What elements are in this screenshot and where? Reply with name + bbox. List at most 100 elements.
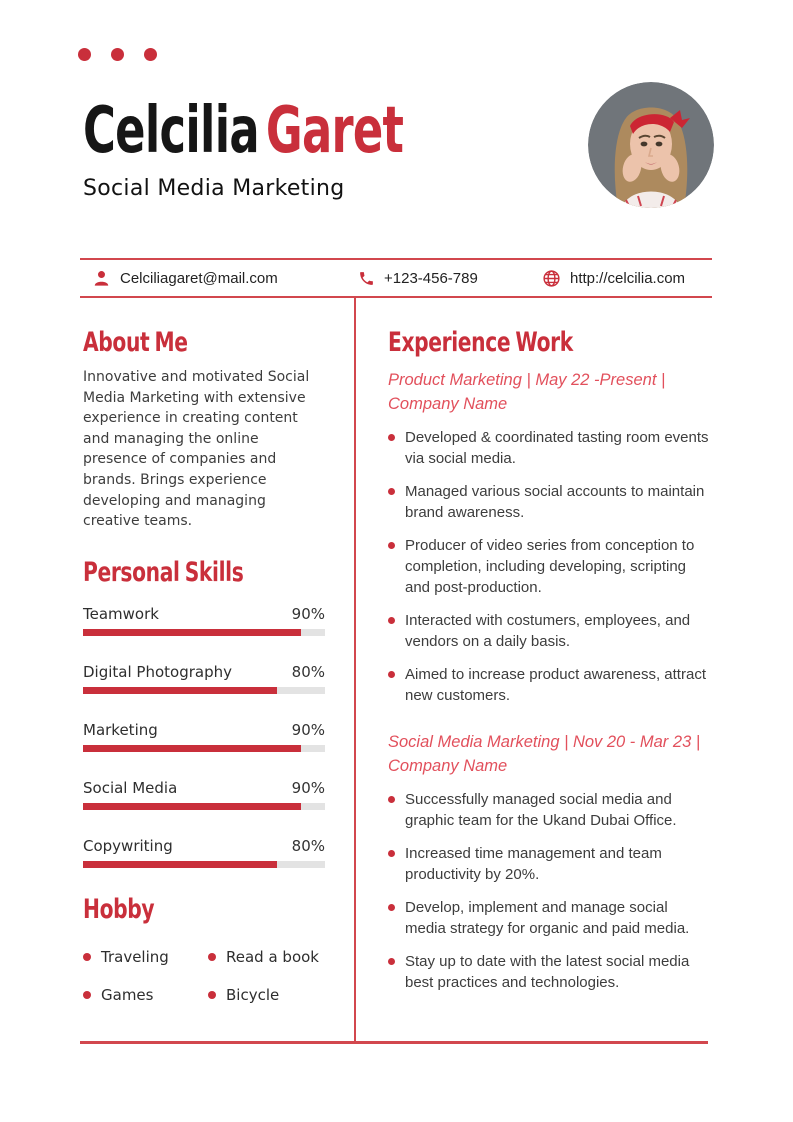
skill-bar-track [83,861,325,868]
job-bullet: Develop, implement and manage social med… [388,897,710,939]
skill-percent: 80% [291,837,325,855]
job-bullet: Developed & coordinated tasting room eve… [388,427,710,469]
skill-row: Teamwork 90% [83,602,325,636]
contact-phone: +123-456-789 [358,260,478,296]
bullet-icon [388,850,395,857]
decorative-dots [78,48,157,61]
job-bullet-text: Develop, implement and manage social med… [405,899,690,937]
hobby-label: Games [101,986,154,1004]
hobby-label: Traveling [101,948,169,966]
phone-icon [360,271,373,285]
job-subtitle: Social Media Marketing | Nov 20 - Mar 23… [388,731,700,778]
job-bullet: Increased time management and team produ… [388,843,710,885]
bullet-icon [388,542,395,549]
job-bullet-text: Aimed to increase product awareness, att… [405,666,706,704]
skill-percent: 80% [291,663,325,681]
globe-icon [543,269,560,287]
skill-bar-track [83,629,325,636]
contact-phone-value: +123-456-789 [384,269,478,287]
skill-row: Social Media 90% [83,776,325,810]
skills-list: Teamwork 90% Digital Photography 80% Mar… [83,602,325,892]
skill-label: Marketing [83,721,158,739]
job-bullet-text: Producer of video series from conception… [405,537,695,596]
about-text: Innovative and motivated Social Media Ma… [83,369,310,530]
job-bullet: Producer of video series from conception… [388,535,710,598]
contact-email: Celciliagaret@mail.com [92,260,278,296]
section-heading-experience: Experience Work [388,327,573,358]
skill-row: Marketing 90% [83,718,325,752]
skill-bar-track [83,687,325,694]
skill-bar-fill [83,861,277,868]
job-bullet-text: Stay up to date with the latest social m… [405,953,690,991]
contact-email-value: Celciliagaret@mail.com [120,269,278,287]
section-heading-hobby: Hobby [83,894,155,925]
job-bullet-text: Increased time management and team produ… [405,845,662,883]
skill-row: Copywriting 80% [83,834,325,868]
skill-row-header: Social Media 90% [83,776,325,800]
job-subtitle-line: Product Marketing | May 22 -Present | [388,371,666,389]
hobby-label: Read a book [226,948,319,966]
bullet-icon [208,953,216,961]
hobby-item: Bicycle [208,986,333,1004]
profile-photo [588,82,714,208]
dot-icon [78,48,91,61]
job-bullet-list: Developed & coordinated tasting room eve… [388,427,710,718]
hobby-list: Traveling Read a book Games Bicycle [83,948,333,1004]
bullet-icon [388,904,395,911]
dot-icon [111,48,124,61]
job-subtitle: Product Marketing | May 22 -Present | Com… [388,369,665,416]
contact-website: http://celcilia.com [542,260,685,296]
bullet-icon [388,796,395,803]
bullet-icon [388,434,395,441]
contact-bar: Celciliagaret@mail.com +123-456-789 http… [80,258,712,298]
skill-row-header: Teamwork 90% [83,602,325,626]
contact-website-value: http://celcilia.com [570,269,686,287]
skill-bar-fill [83,745,301,752]
skill-label: Digital Photography [83,663,232,681]
skill-label: Copywriting [83,837,173,855]
bullet-icon [388,671,395,678]
bullet-icon [83,953,91,961]
skill-label: Teamwork [83,605,159,623]
section-heading-skills: Personal Skills [83,557,244,588]
skill-bar-fill [83,687,277,694]
skill-bar-track [83,745,325,752]
job-title: Social Media Marketing [83,176,345,201]
bullet-icon [388,617,395,624]
job-subtitle-line: Company Name [388,394,508,413]
job-bullet-text: Developed & coordinated tasting room eve… [405,429,709,467]
job-bullet: Stay up to date with the latest social m… [388,951,710,993]
bottom-rule [80,1041,708,1044]
job-bullet: Aimed to increase product awareness, att… [388,664,710,706]
last-name: Garet [265,94,404,168]
person-name: Celcilia Garet [83,94,404,168]
job-bullet-text: Managed various social accounts to maint… [405,483,705,521]
skill-percent: 90% [291,721,325,739]
skill-percent: 90% [291,605,325,623]
column-divider [354,298,356,1043]
skill-bar-fill [83,803,301,810]
job-bullet: Successfully managed social media and gr… [388,789,710,831]
skill-bar-fill [83,629,301,636]
skill-bar-track [83,803,325,810]
bullet-icon [388,958,395,965]
first-name: Celcilia [83,94,260,168]
bullet-icon [388,488,395,495]
job-bullet: Managed various social accounts to maint… [388,481,710,523]
skill-row-header: Copywriting 80% [83,834,325,858]
skill-row: Digital Photography 80% [83,660,325,694]
hobby-label: Bicycle [226,986,280,1004]
job-subtitle-line: Company Name [388,756,508,775]
bullet-icon [208,991,216,999]
hobby-item: Traveling [83,948,208,966]
skill-row-header: Marketing 90% [83,718,325,742]
hobby-item: Games [83,986,208,1004]
job-bullet-text: Successfully managed social media and gr… [405,791,677,829]
portrait-illustration [588,82,714,208]
hobby-item: Read a book [208,948,333,966]
skill-percent: 90% [291,779,325,797]
bullet-icon [83,991,91,999]
person-icon [94,270,109,286]
job-bullet-list: Successfully managed social media and gr… [388,789,710,1005]
